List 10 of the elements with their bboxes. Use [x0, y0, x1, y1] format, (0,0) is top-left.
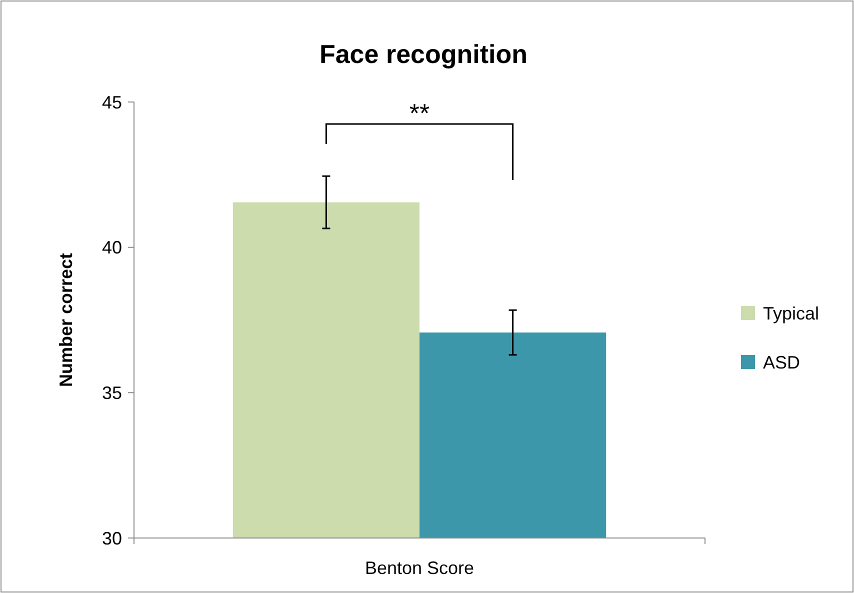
y-tick-label: 40 — [102, 238, 122, 258]
legend-label: ASD — [763, 352, 800, 372]
x-tick-label: Benton Score — [364, 558, 474, 578]
y-tick-label: 35 — [102, 382, 122, 403]
legend-label: Typical — [763, 303, 820, 324]
y-tick-label: 45 — [102, 92, 122, 112]
y-axis-title: Number correct — [56, 252, 76, 388]
y-tick-label: 30 — [102, 528, 122, 548]
chart-title: Face recognition — [319, 39, 528, 69]
annotation: ** — [409, 98, 430, 128]
